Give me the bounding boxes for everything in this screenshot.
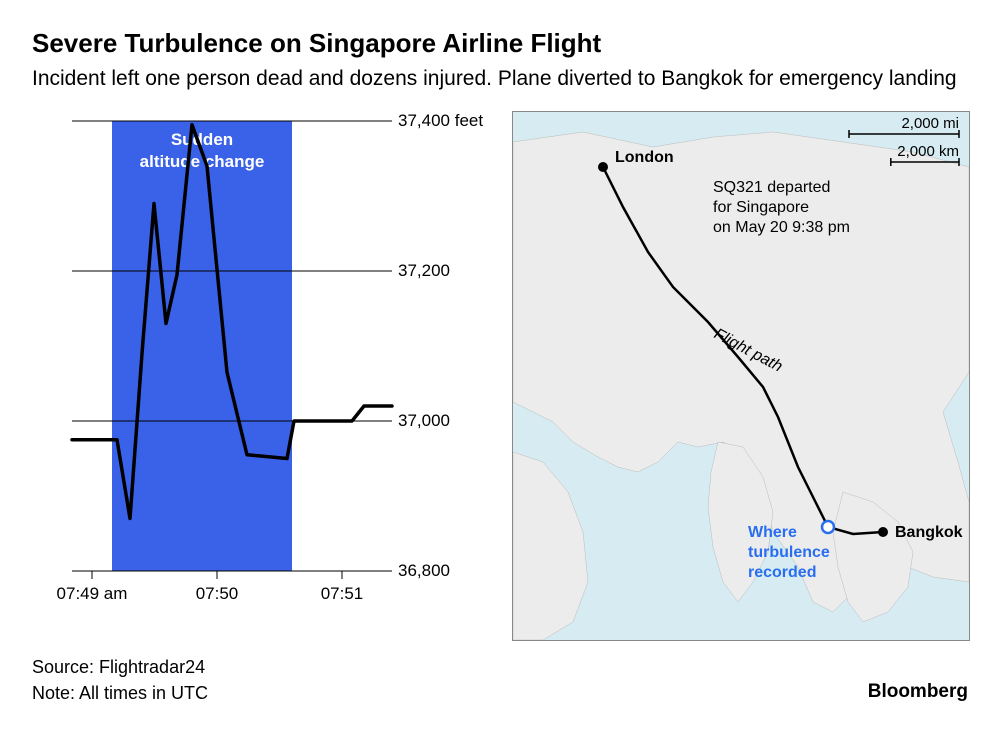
x-tick-label: 07:51 (321, 584, 364, 603)
x-tick-label: 07:50 (196, 584, 239, 603)
y-tick-label: 37,200 (398, 261, 450, 280)
london-label: London (615, 149, 674, 166)
chart-subtitle: Incident left one person dead and dozens… (32, 65, 968, 93)
altitude-chart-panel: Suddenaltitude change37,400 feet37,20037… (32, 111, 492, 641)
y-tick-label: 37,000 (398, 411, 450, 430)
y-tick-label: 36,800 (398, 561, 450, 580)
bangkok-marker (878, 527, 888, 537)
turbulence-marker (822, 521, 834, 533)
london-marker (598, 162, 608, 172)
footer: Source: Flightradar24 Note: All times in… (32, 655, 968, 705)
note-text: Note: All times in UTC (32, 681, 208, 706)
turbulence-label-3: recorded (748, 564, 816, 581)
footer-left: Source: Flightradar24 Note: All times in… (32, 655, 208, 705)
altitude-chart-svg: Suddenaltitude change37,400 feet37,20037… (32, 111, 492, 641)
map-svg: 2,000 mi 2,000 km London Bangkok Where turbul… (513, 112, 969, 640)
departure-text-1: SQ321 departed (713, 179, 830, 196)
bangkok-label: Bangkok (895, 524, 963, 541)
turbulence-label-1: Where (748, 524, 797, 541)
x-tick-label: 07:49 am (57, 584, 128, 603)
band-label-line1: Sudden (171, 130, 233, 149)
highlight-band (112, 121, 292, 571)
scale-mi-label: 2,000 mi (901, 115, 959, 132)
departure-text-3: on May 20 9:38 pm (713, 219, 850, 236)
map-panel: 2,000 mi 2,000 km London Bangkok Where turbul… (512, 111, 970, 641)
brand-text: Bloomberg (868, 679, 968, 706)
scale-km-label: 2,000 km (897, 143, 959, 160)
panels-container: Suddenaltitude change37,400 feet37,20037… (32, 111, 968, 641)
chart-title: Severe Turbulence on Singapore Airline F… (32, 28, 968, 59)
turbulence-label-2: turbulence (748, 544, 830, 561)
y-tick-label: 37,400 feet (398, 111, 483, 130)
source-text: Source: Flightradar24 (32, 655, 208, 680)
departure-text-2: for Singapore (713, 199, 809, 216)
